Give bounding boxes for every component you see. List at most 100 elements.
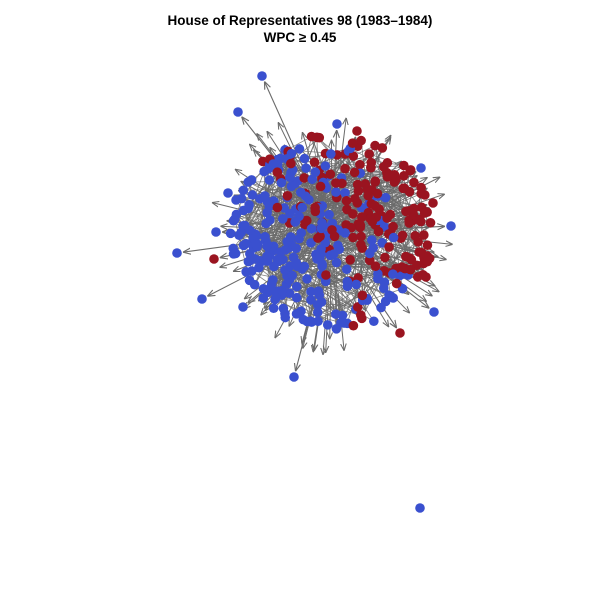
node-democrat <box>320 161 331 171</box>
node-republican <box>353 186 364 196</box>
node-republican <box>414 214 425 225</box>
node-republican <box>321 270 331 280</box>
node-republican <box>355 159 365 170</box>
node-democrat <box>331 257 342 268</box>
node-democrat <box>306 295 316 305</box>
node-democrat <box>313 286 324 296</box>
node-republican <box>357 212 367 222</box>
outlier-edge <box>362 277 397 328</box>
node-republican <box>299 173 310 183</box>
node-democrat <box>291 309 302 319</box>
node-democrat-outlier <box>197 294 207 304</box>
node-democrat <box>291 281 302 292</box>
node-republican <box>382 213 392 223</box>
node-republican <box>378 162 389 172</box>
node-republican <box>272 202 283 213</box>
node-republican-outlier <box>352 126 362 136</box>
node-democrat <box>296 228 306 238</box>
node-republican <box>405 264 416 275</box>
node-republican-outlier <box>428 198 438 208</box>
node-democrat <box>340 228 350 238</box>
node-republican <box>370 201 380 211</box>
chart-title: House of Representatives 98 (1983–1984) <box>167 13 433 28</box>
node-democrat <box>273 254 283 265</box>
edge-arrow <box>389 177 440 203</box>
node-republican <box>342 204 352 215</box>
node-democrat <box>261 218 271 229</box>
node-republican <box>366 162 376 173</box>
node-democrat <box>276 177 287 188</box>
node-democrat <box>295 187 306 198</box>
node-democrat <box>298 314 309 325</box>
node-democrat <box>277 214 288 224</box>
node-republican <box>372 188 383 199</box>
node-republican <box>282 191 293 201</box>
node-democrat <box>336 317 346 328</box>
node-democrat <box>241 267 251 277</box>
node-democrat-outlier <box>415 503 425 513</box>
node-democrat-outlier <box>416 163 426 173</box>
node-democrat <box>342 281 353 292</box>
node-republican <box>310 206 321 217</box>
node-republican <box>325 169 336 180</box>
node-democrat <box>322 320 333 330</box>
node-democrat <box>306 286 316 297</box>
node-democrat <box>285 208 295 219</box>
node-republican <box>356 239 366 250</box>
node-democrat <box>367 235 377 245</box>
edge <box>321 244 362 267</box>
node-democrat <box>331 187 341 197</box>
node-democrat <box>284 172 295 183</box>
node-democrat <box>234 230 244 241</box>
node-democrat <box>268 303 279 314</box>
node-republican <box>380 252 390 263</box>
node-democrat <box>269 261 279 272</box>
node-democrat <box>305 316 316 326</box>
node-republican <box>377 143 388 153</box>
node-republican <box>405 165 416 175</box>
node-republican <box>356 135 366 146</box>
node-republican <box>404 187 415 197</box>
node-democrat-outlier <box>223 188 233 198</box>
node-republican <box>419 230 429 240</box>
node-democrat-outlier <box>289 372 299 382</box>
node-republican <box>413 237 423 247</box>
node-democrat-outlier <box>429 307 439 317</box>
node-democrat <box>306 238 316 248</box>
node-republican <box>345 255 355 265</box>
node-republican <box>357 290 368 301</box>
edge-arrow <box>393 243 434 252</box>
chart-title-block: House of Representatives 98 (1983–1984) … <box>0 12 600 46</box>
node-republican <box>315 181 326 192</box>
node-republican <box>404 218 415 228</box>
node-democrat-outlier <box>446 221 456 231</box>
node-republican <box>399 160 409 171</box>
node-republican-outlier <box>395 328 405 338</box>
node-republican <box>341 220 351 230</box>
node-democrat <box>266 279 277 289</box>
node-republican <box>412 272 423 282</box>
node-democrat <box>231 209 242 220</box>
node-republican <box>340 163 350 174</box>
node-democrat <box>243 177 254 187</box>
node-republican <box>355 220 366 231</box>
node-republican <box>370 176 381 187</box>
node-democrat <box>262 207 272 218</box>
node-democrat <box>252 241 262 252</box>
node-democrat <box>388 269 398 279</box>
node-democrat <box>388 232 399 243</box>
node-democrat <box>364 248 375 259</box>
node-democrat <box>299 153 310 164</box>
node-republican <box>370 261 381 272</box>
node-democrat <box>377 238 387 248</box>
outlier-edge <box>264 81 310 183</box>
node-republican <box>348 232 358 243</box>
node-democrat-outlier <box>332 119 342 129</box>
node-democrat-outlier <box>211 227 221 237</box>
node-republican <box>312 132 322 143</box>
node-republican <box>347 138 358 149</box>
node-republican <box>419 208 430 218</box>
node-democrat <box>225 228 236 239</box>
node-republican <box>356 310 366 320</box>
node-democrat <box>244 275 255 286</box>
